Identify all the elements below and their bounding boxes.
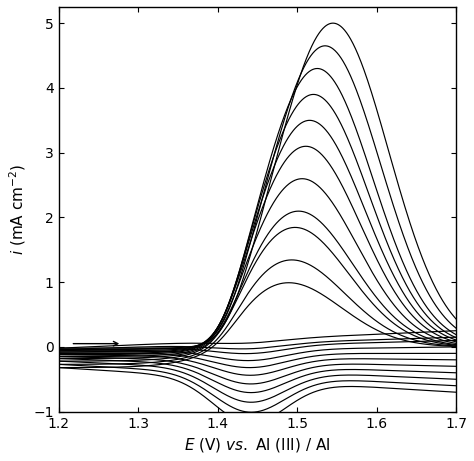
X-axis label: $E$ (V) $vs.$ Al (III) / Al: $E$ (V) $vs.$ Al (III) / Al xyxy=(184,436,330,454)
Y-axis label: $i$ (mA cm$^{-2}$): $i$ (mA cm$^{-2}$) xyxy=(7,164,27,255)
